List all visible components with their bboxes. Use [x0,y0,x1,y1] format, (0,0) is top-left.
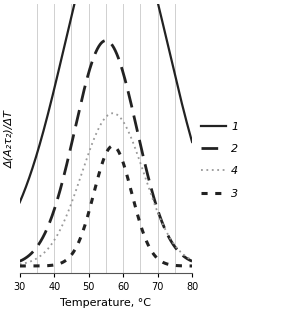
X-axis label: Temperature, °C: Temperature, °C [60,298,151,308]
Legend: 1, 2, 4, 3: 1, 2, 4, 3 [201,122,238,198]
Y-axis label: Δ(A₂τ₂)/ΔT: Δ(A₂τ₂)/ΔT [4,110,14,168]
